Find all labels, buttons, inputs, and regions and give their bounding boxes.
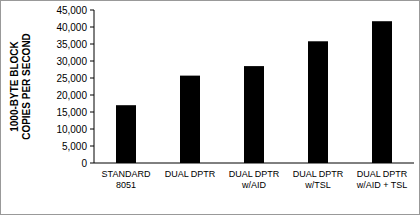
text-line: w/AID	[241, 180, 267, 190]
text-line: 1000-BYTE BLOCK	[9, 40, 20, 131]
tick	[90, 78, 94, 79]
text-line: DUAL DPTR	[357, 169, 408, 179]
category-label: DUAL DPTRw/AID	[229, 169, 280, 190]
tick	[90, 95, 94, 96]
tick-label: 15,000	[56, 107, 87, 118]
category-label: DUAL DPTRw/TSL	[293, 169, 344, 190]
tick	[90, 163, 94, 164]
y-axis	[94, 10, 95, 163]
text-line: w/TSL	[304, 180, 331, 190]
tick-label: 35,000	[56, 39, 87, 50]
tick-label: 40,000	[56, 22, 87, 33]
tick-label: 5,000	[62, 141, 87, 152]
tick	[90, 112, 94, 113]
tick	[90, 146, 94, 147]
text-line: DUAL DPTR	[165, 169, 216, 179]
category-label: DUAL DPTR	[165, 169, 216, 179]
category-label: STANDARD8051	[102, 169, 151, 190]
bar	[116, 105, 136, 163]
text-line: w/AID + TSL	[356, 180, 408, 190]
chart: 0 5,000 10,000 15,000 20,000 25,000 30,000 35,0…	[0, 0, 420, 215]
text-line: STANDARD	[102, 169, 151, 179]
tick-label: 45,000	[56, 5, 87, 16]
x-axis	[94, 163, 414, 164]
text-line: DUAL DPTR	[229, 169, 280, 179]
bar	[244, 66, 264, 163]
text-line: DUAL DPTR	[293, 169, 344, 179]
tick	[90, 27, 94, 28]
tick-label: 0	[81, 158, 87, 169]
tick	[90, 44, 94, 45]
frame	[1, 1, 420, 215]
text-line: COPIES PER SECOND	[21, 33, 32, 140]
tick	[90, 129, 94, 130]
bar	[308, 41, 328, 163]
tick-label: 10,000	[56, 124, 87, 135]
text-line: 8051	[116, 180, 136, 190]
tick	[90, 10, 94, 11]
tick	[90, 61, 94, 62]
bar	[180, 76, 200, 163]
y-axis-label: 1000-BYTE BLOCKCOPIES PER SECOND	[9, 33, 32, 140]
bar	[372, 21, 392, 163]
bars	[116, 21, 392, 163]
tick-label: 25,000	[56, 73, 87, 84]
tick-label: 20,000	[56, 90, 87, 101]
tick-label: 30,000	[56, 56, 87, 67]
category-label: DUAL DPTRw/AID + TSL	[356, 169, 408, 190]
